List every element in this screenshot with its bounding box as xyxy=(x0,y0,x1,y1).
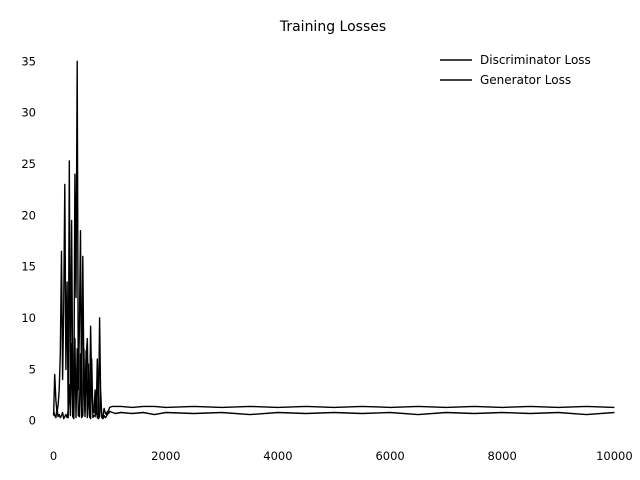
plot-area xyxy=(52,60,615,420)
y-tick-label: 20 xyxy=(21,208,36,222)
y-tick-label: 5 xyxy=(29,362,36,376)
legend: Discriminator Loss Generator Loss xyxy=(440,53,591,87)
y-axis-ticks: 0 5 10 15 20 25 30 35 xyxy=(21,54,36,427)
x-axis-ticks: 0 2000 4000 6000 8000 10000 xyxy=(50,449,633,463)
x-tick-label: 10000 xyxy=(596,449,633,463)
y-tick-label: 0 xyxy=(29,414,36,428)
legend-label-discriminator: Discriminator Loss xyxy=(480,53,591,67)
x-tick-label: 6000 xyxy=(375,449,404,463)
x-tick-label: 8000 xyxy=(488,449,517,463)
series-line-discriminator-loss xyxy=(52,337,615,420)
y-tick-label: 30 xyxy=(21,106,36,120)
legend-label-generator: Generator Loss xyxy=(480,73,571,87)
y-tick-label: 15 xyxy=(21,260,36,274)
series-line-generator-loss xyxy=(52,60,615,419)
x-tick-label: 2000 xyxy=(151,449,180,463)
x-tick-label: 0 xyxy=(50,449,57,463)
y-tick-label: 10 xyxy=(21,311,36,325)
y-tick-label: 35 xyxy=(21,54,36,68)
x-tick-label: 4000 xyxy=(263,449,292,463)
chart-title: Training Losses xyxy=(279,19,386,35)
y-tick-label: 25 xyxy=(21,157,36,171)
